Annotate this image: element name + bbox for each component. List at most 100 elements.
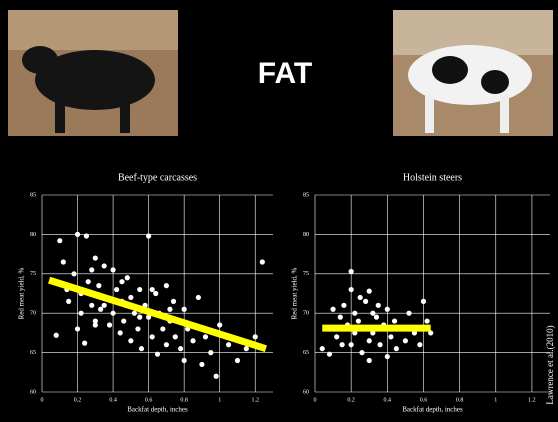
point [132,311,137,316]
x-tick-label: 0.4 [384,397,392,403]
x-tick-label: 0.2 [347,397,355,403]
point [424,318,429,323]
point [417,342,422,347]
x-tick-label: 0.8 [180,397,188,403]
y-axis-label: Red meat yield, % [291,267,299,319]
point [153,291,158,296]
point [107,322,112,327]
point [164,283,169,288]
point [394,346,399,351]
point [217,322,222,327]
photo-right [393,10,553,136]
point [96,283,101,288]
point [128,295,133,300]
point [406,311,411,316]
point [102,303,107,308]
point [385,354,390,359]
point [367,358,372,363]
point [320,346,325,351]
point [125,275,130,280]
x-axis-label: Backfat depth, inches [402,406,463,414]
point [208,350,213,355]
y-tick-label: 65 [30,350,36,356]
point [196,295,201,300]
point [349,342,354,347]
y-tick-label: 80 [30,232,36,238]
point [244,346,249,351]
point [385,307,390,312]
point [235,358,240,363]
x-tick-label: 0.6 [145,397,153,403]
point [102,263,107,268]
point [89,267,94,272]
point [75,326,80,331]
point [93,322,98,327]
point [139,346,144,351]
x-tick-label: 1.2 [528,397,536,403]
point [327,352,332,357]
y-tick-label: 65 [303,350,309,356]
point [118,330,123,335]
source: Lawrence et al.(2010) [545,325,555,404]
point [150,287,155,292]
y-tick-label: 75 [30,271,36,277]
point [377,342,382,347]
x-tick-label: 1 [494,397,497,403]
point [190,338,195,343]
point [376,303,381,308]
y-tick-label: 75 [303,271,309,277]
x-tick-label: 1.2 [251,397,259,403]
point [363,299,368,304]
point [150,334,155,339]
point [253,334,258,339]
x-tick-label: 0.4 [109,397,117,403]
point [392,318,397,323]
point [349,287,354,292]
point [135,326,140,331]
point [98,307,103,312]
x-tick-label: 0.2 [74,397,82,403]
point [160,326,165,331]
y-tick-label: 60 [303,389,309,395]
y-tick-label: 70 [303,311,309,317]
point [114,287,119,292]
point [128,338,133,343]
photo-left [8,10,178,136]
point [182,307,187,312]
point [367,338,372,343]
point [171,299,176,304]
y-tick-label: 60 [30,389,36,395]
y-tick-label: 70 [30,311,36,317]
x-axis-label: Backfat depth, inches [127,406,188,414]
point [164,342,169,347]
point [341,303,346,308]
chart-title: Beef-type carcasses [118,172,197,183]
x-tick-label: 0 [314,397,317,403]
point [358,295,363,300]
point [199,362,204,367]
point [121,318,126,323]
point [226,342,231,347]
y-axis-label: Red meat yield, % [18,267,26,319]
point [110,311,115,316]
point [54,333,59,338]
point [89,303,94,308]
point [388,334,393,339]
point [421,299,426,304]
point [338,315,343,320]
point [370,311,375,316]
point [71,271,76,276]
x-tick-label: 0.6 [420,397,428,403]
y-tick-label: 80 [303,232,309,238]
page: FAT Lawrence et al.(2010) Beef-type carc… [0,0,558,422]
point [367,289,372,294]
point [203,334,208,339]
point [356,318,361,323]
y-tick-label: 85 [30,192,36,198]
point [93,255,98,260]
point [110,267,115,272]
point [260,259,265,264]
x-tick-label: 1 [218,397,221,403]
point [352,311,357,316]
point [66,299,71,304]
